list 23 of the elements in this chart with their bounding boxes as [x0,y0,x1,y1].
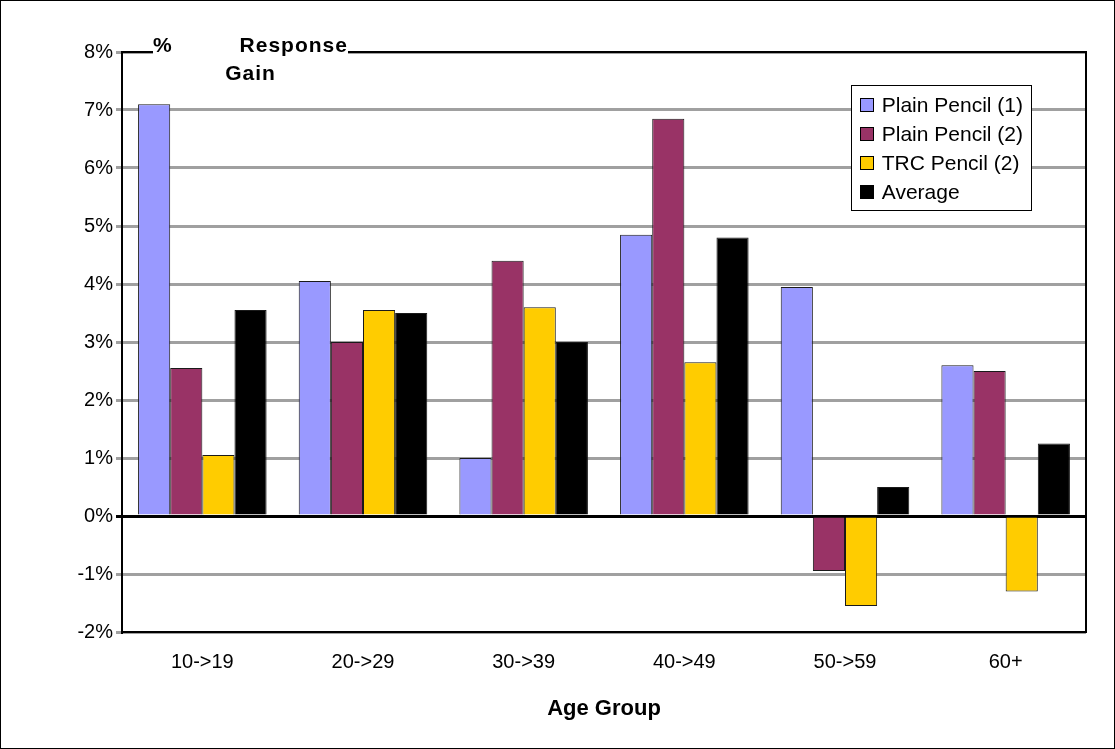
x-tick-label: 30->39 [492,649,556,672]
y-tick-label: 7% [84,97,114,120]
x-tick-label: 10->19 [170,649,234,672]
x-axis-title: Age Group [547,694,661,720]
x-tick-label: 20->29 [331,649,395,672]
y-tick-label: 8% [84,39,114,62]
legend-label: Average [881,179,960,204]
y-tick-label: 2% [84,387,114,410]
y-tick-label: 6% [84,155,114,178]
legend-label: Plain Pencil (1) [881,92,1023,117]
y-tick-label: 3% [84,329,114,352]
y-tick-label: -1% [77,561,114,584]
x-tick-label: 60+ [988,649,1023,672]
y-tick-label: 0% [84,503,114,526]
y-tick-label: -2% [77,619,114,642]
y-tick-label: 5% [84,213,114,236]
legend-label: TRC Pencil (2) [881,150,1020,175]
y-tick-label: 4% [84,271,114,294]
y-tick-label: 1% [84,445,114,468]
legend-label: Plain Pencil (2) [881,121,1023,146]
x-tick-label: 50->59 [813,649,877,672]
x-tick-label: 40->49 [652,649,716,672]
y-axis-title: % Response Gain [153,31,348,87]
